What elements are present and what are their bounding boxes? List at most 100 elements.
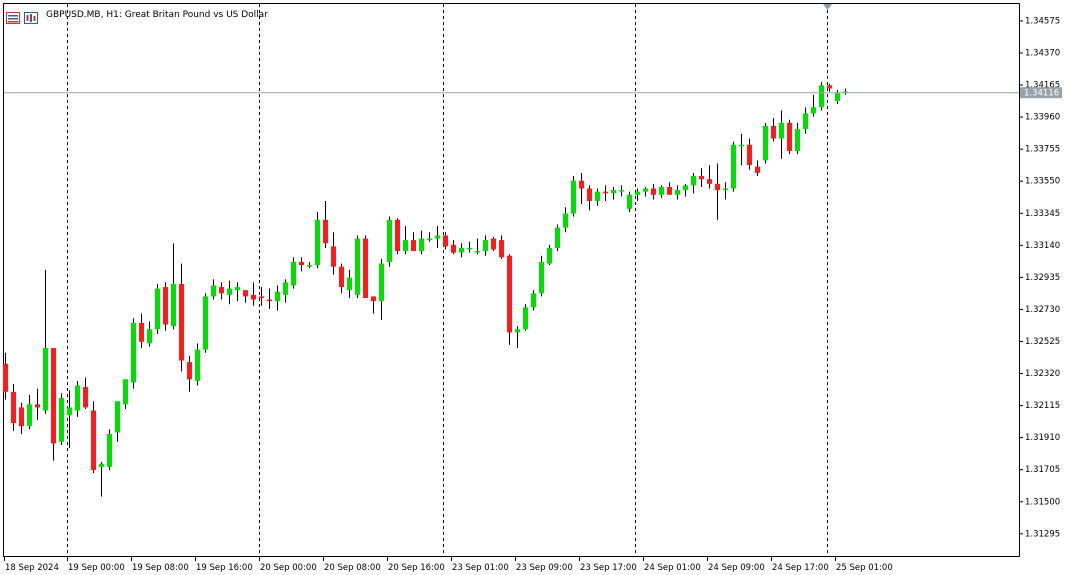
candle-body [27, 404, 32, 427]
candle-body [571, 180, 576, 214]
candle-body [115, 401, 120, 433]
candle [691, 172, 696, 194]
candle-body [243, 290, 248, 297]
candle-body [403, 240, 408, 252]
price-tick-label: 1.31500 [1025, 497, 1060, 507]
candle [403, 226, 408, 255]
candle-body [43, 348, 48, 411]
candle-body [123, 379, 128, 405]
candle [747, 138, 752, 170]
candle [507, 254, 512, 345]
candle-body [419, 238, 424, 252]
price-tick-label: 1.32730 [1025, 305, 1060, 315]
candle-body [291, 262, 296, 286]
candle [523, 304, 528, 331]
candle [179, 263, 184, 372]
candle [755, 160, 760, 177]
candle [659, 185, 664, 198]
time-tick-label: 20 Sep 08:00 [324, 563, 381, 573]
candle [819, 82, 824, 111]
candle-body [155, 288, 160, 330]
candle-body [779, 122, 784, 139]
time-tick-label: 18 Sep 2024 [5, 563, 59, 573]
candle [59, 393, 64, 445]
candle [307, 262, 312, 269]
candle-body [459, 247, 464, 253]
candle-body [19, 407, 24, 427]
candle [235, 282, 240, 302]
candle-body [179, 283, 184, 361]
candle [171, 243, 176, 330]
candle [675, 185, 680, 200]
candle [419, 230, 424, 255]
grid-lines [67, 4, 828, 556]
candle-body [171, 283, 176, 327]
candle-body [451, 244, 456, 253]
candle-body [563, 213, 568, 228]
candle-body [251, 294, 256, 300]
candle-body [531, 293, 536, 308]
candle-body [803, 113, 808, 130]
price-tick-label: 1.31705 [1025, 465, 1060, 475]
candle-body [507, 255, 512, 333]
time-tick-label: 19 Sep 08:00 [132, 563, 189, 573]
candle [211, 279, 216, 300]
candle [395, 218, 400, 255]
chart-bars-icon[interactable] [6, 9, 20, 24]
candle [827, 83, 832, 92]
candle-body [483, 240, 488, 252]
price-tick-label: 1.31910 [1025, 433, 1060, 443]
candle-body [763, 125, 768, 161]
chart-title: GBPUSD.MB, H1: Great Britan Pound vs US … [46, 10, 268, 20]
price-tick-label: 1.33755 [1025, 145, 1060, 155]
candle-body [619, 190, 624, 192]
chart-shift-marker[interactable] [823, 4, 832, 10]
price-tick-label: 1.34370 [1025, 48, 1060, 58]
candle [147, 321, 152, 347]
time-tick-label: 20 Sep 16:00 [388, 563, 445, 573]
timeframe-icon[interactable] [24, 9, 38, 24]
candle [347, 269, 352, 298]
candle-body [195, 349, 200, 381]
candle [355, 235, 360, 298]
candle-body [107, 434, 112, 467]
candle-body [99, 463, 104, 467]
candle-body [427, 238, 432, 241]
candle-body [715, 183, 720, 191]
candle [203, 293, 208, 353]
candle-body [771, 125, 776, 139]
price-tick-label: 1.33140 [1025, 241, 1060, 251]
price-tick-label: 1.32115 [1025, 401, 1060, 411]
candle [91, 401, 96, 474]
candle-body [203, 296, 208, 350]
candle-body [371, 296, 376, 302]
candle-body [235, 287, 240, 291]
candle [243, 290, 248, 303]
candle [451, 240, 456, 255]
candle-body [11, 391, 16, 424]
candle [571, 176, 576, 217]
candle [483, 235, 488, 256]
candle-body [595, 191, 600, 202]
price-tick-label: 1.34575 [1025, 16, 1060, 26]
candle-body [819, 85, 824, 108]
candle-body [811, 107, 816, 114]
time-tick-label: 20 Sep 00:00 [260, 563, 317, 573]
candle-body [139, 323, 144, 342]
candle [27, 394, 32, 430]
candle [219, 282, 224, 300]
candle-body [699, 176, 704, 180]
candle [715, 163, 720, 220]
price-tick-label: 1.33345 [1025, 209, 1060, 219]
candle [723, 182, 728, 200]
candle [467, 241, 472, 253]
current-price-tag: 1.34116 [1020, 87, 1062, 99]
candle [363, 235, 368, 298]
candle-body [3, 363, 8, 392]
candle-body [379, 263, 384, 302]
price-tick-label: 1.33960 [1025, 113, 1060, 123]
candle [787, 119, 792, 155]
candle [579, 172, 584, 205]
candle [699, 168, 704, 187]
